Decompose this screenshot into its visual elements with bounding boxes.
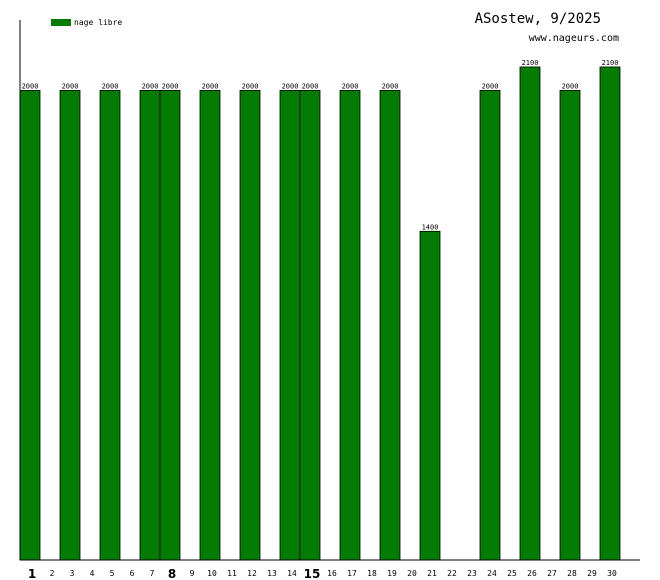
bar-day-21: [419, 230, 441, 561]
value-label-day-10: 2000: [202, 82, 219, 90]
x-tick-label-6: 6: [130, 569, 135, 578]
x-tick-label-8: 8: [168, 567, 176, 580]
value-label-day-8: 2000: [162, 82, 179, 90]
value-label-day-3: 2000: [62, 82, 79, 90]
bar-day-24: [479, 90, 501, 561]
x-tick-label-9: 9: [190, 569, 195, 578]
x-tick-label-23: 23: [467, 569, 477, 578]
x-tick-label-18: 18: [367, 569, 377, 578]
x-tick-label-20: 20: [407, 569, 417, 578]
bar-day-1: [19, 90, 41, 561]
legend-label: nage libre: [74, 18, 122, 27]
x-tick-label-19: 19: [387, 569, 397, 578]
x-tick-label-10: 10: [207, 569, 217, 578]
x-tick-label-2: 2: [50, 569, 55, 578]
bar-day-3: [59, 90, 81, 561]
legend-swatch: [51, 19, 71, 26]
x-tick-label-21: 21: [427, 569, 437, 578]
value-label-day-15: 2000: [302, 82, 319, 90]
x-tick-label-26: 26: [527, 569, 537, 578]
x-tick-label-27: 27: [547, 569, 557, 578]
bars-group: [19, 66, 621, 561]
bar-day-14: [279, 90, 301, 561]
bar-day-30: [599, 66, 621, 561]
x-tick-label-1: 1: [28, 567, 36, 580]
x-tick-label-14: 14: [287, 569, 297, 578]
x-tick-labels-group: 1 2 3 4 5 6 7 8 9 10 11 12 13 14 15 16 17 18 19 20 21 22 23 24 2…: [28, 567, 617, 580]
value-label-day-7: 2000: [142, 82, 159, 90]
x-tick-label-29: 29: [587, 569, 597, 578]
x-tick-label-7: 7: [150, 569, 155, 578]
value-label-day-28: 2000: [562, 82, 579, 90]
bar-day-8: [159, 90, 181, 561]
x-tick-label-30: 30: [607, 569, 617, 578]
bar-day-15: [299, 90, 321, 561]
value-label-day-12: 2000: [242, 82, 259, 90]
x-tick-label-12: 12: [247, 569, 257, 578]
value-label-day-24: 2000: [482, 82, 499, 90]
x-tick-label-28: 28: [567, 569, 577, 578]
value-label-day-19: 2000: [382, 82, 399, 90]
x-tick-label-17: 17: [347, 569, 357, 578]
x-tick-label-22: 22: [447, 569, 457, 578]
value-label-day-1: 2000: [22, 82, 39, 90]
bar-day-5: [99, 90, 121, 561]
value-label-day-14: 2000: [282, 82, 299, 90]
site-url: www.nageurs.com: [529, 33, 619, 44]
value-label-day-21: 1400: [422, 223, 439, 231]
bar-day-10: [199, 90, 221, 561]
bar-day-17: [339, 90, 361, 561]
x-tick-label-5: 5: [110, 569, 115, 578]
value-label-day-17: 2000: [342, 82, 359, 90]
value-labels-group: 2000 2000 2000 2000 2000 2000 2000 2000 2000 2000…: [22, 59, 619, 231]
x-tick-label-4: 4: [90, 569, 95, 578]
x-tick-label-15: 15: [304, 567, 321, 580]
bar-day-26: [519, 66, 541, 561]
bar-day-12: [239, 90, 261, 561]
value-label-day-26: 2100: [522, 59, 539, 67]
bar-day-19: [379, 90, 401, 561]
x-tick-label-24: 24: [487, 569, 497, 578]
x-tick-label-13: 13: [267, 569, 277, 578]
x-tick-label-25: 25: [507, 569, 517, 578]
bar-day-28: [559, 90, 581, 561]
value-label-day-5: 2000: [102, 82, 119, 90]
chart-title: ASostew, 9/2025: [475, 11, 601, 27]
x-tick-label-16: 16: [327, 569, 337, 578]
x-tick-label-11: 11: [227, 569, 237, 578]
x-tick-label-3: 3: [70, 569, 75, 578]
value-label-day-30: 2100: [602, 59, 619, 67]
bar-day-7: [139, 90, 161, 561]
